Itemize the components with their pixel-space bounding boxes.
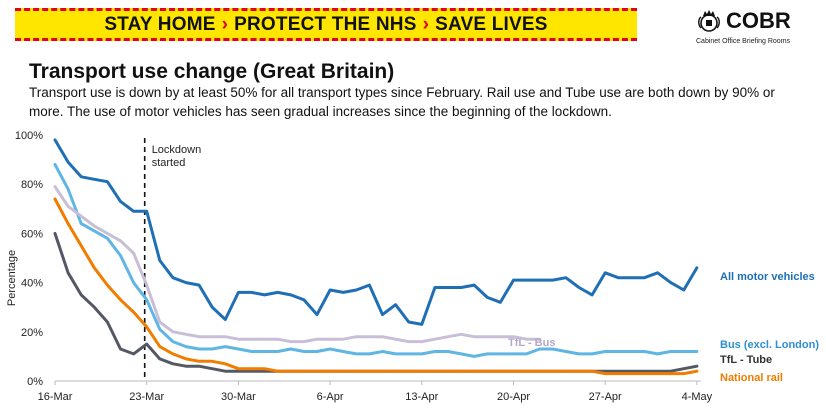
series-label-tfl-tube: TfL - Tube: [720, 354, 772, 366]
y-tick-label: 60%: [21, 228, 43, 240]
y-tick-label: 20%: [21, 327, 43, 339]
y-tick-label: 100%: [15, 130, 43, 142]
x-tick-label: 23-Mar: [129, 391, 164, 403]
series-label-national-rail: National rail: [720, 372, 783, 384]
slogan-banner: STAY HOME › PROTECT THE NHS › SAVE LIVES: [15, 8, 637, 41]
banner-part-protect-nhs: PROTECT THE NHS: [234, 13, 417, 35]
crown-crest-icon: [698, 10, 720, 32]
series-label-all-motor-vehicles: All motor vehicles: [720, 271, 815, 283]
series-line-national-rail: [53, 197, 699, 376]
y-tick-label: 80%: [21, 179, 43, 191]
x-tick-label: 30-Mar: [221, 391, 256, 403]
series-line-bus-excl-london: [53, 163, 699, 358]
x-tick-label: 4-May: [682, 391, 713, 403]
lockdown-annotation: started: [152, 157, 186, 169]
banner-part-save-lives: SAVE LIVES: [435, 13, 548, 35]
y-tick-label: 40%: [21, 278, 43, 290]
banner-part-stay-home: STAY HOME: [104, 13, 216, 35]
page-title: Transport use change (Great Britain): [29, 60, 395, 83]
logo-name: COBR: [726, 8, 791, 33]
x-tick-label: 13-Apr: [405, 391, 438, 403]
x-tick-label: 16-Mar: [38, 391, 73, 403]
x-tick-label: 27-Apr: [589, 391, 622, 403]
series-label-tfl-bus: TfL - Bus: [508, 337, 555, 349]
y-tick-label: 0%: [27, 376, 43, 388]
lockdown-annotation: Lockdown: [152, 144, 202, 156]
cobr-logo: COBR Cabinet Office Briefing Rooms: [696, 6, 816, 46]
chevron-right-icon: ›: [221, 13, 229, 35]
series-line-all-motor-vehicles: [53, 138, 699, 326]
page-description: Transport use is down by at least 50% fo…: [29, 85, 775, 119]
y-axis-label: Percentage: [6, 250, 18, 306]
series-label-bus-excl-london: Bus (excl. London): [720, 339, 819, 351]
logo-subtitle: Cabinet Office Briefing Rooms: [696, 38, 791, 45]
x-tick-label: 20-Apr: [497, 391, 530, 403]
series-line-tfl-bus: [53, 185, 542, 344]
x-tick-label: 6-Apr: [317, 391, 344, 403]
chevron-right-icon: ›: [422, 13, 430, 35]
